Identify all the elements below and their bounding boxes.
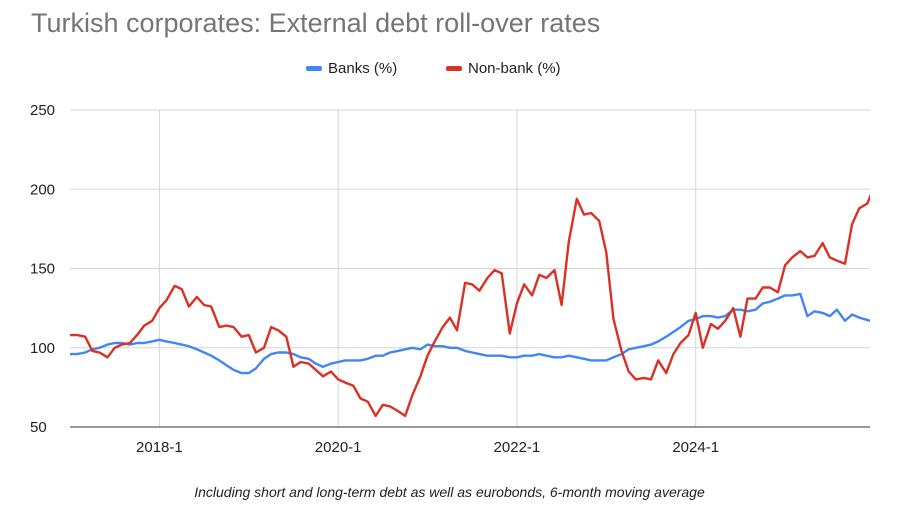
y-tick-label: 250 — [30, 102, 55, 119]
x-tick-label: 2018-1 — [136, 439, 183, 456]
y-tick-label: 200 — [30, 181, 55, 198]
series-lines — [70, 186, 882, 418]
chart-title: Turkish corporates: External debt roll-o… — [31, 8, 601, 38]
series-line-non-bank[interactable] — [70, 186, 882, 418]
legend-item-banks[interactable]: Banks (%) — [306, 60, 397, 77]
legend-label-non-bank: Non-bank (%) — [468, 60, 561, 77]
x-tick-label: 2020-1 — [315, 439, 362, 456]
legend: Banks (%) Non-bank (%) — [0, 60, 899, 82]
legend-swatch-banks — [306, 66, 322, 71]
legend-label-banks: Banks (%) — [328, 60, 398, 77]
legend-item-non-bank[interactable]: Non-bank (%) — [446, 60, 561, 77]
axes: 50 100 150 200 250 2018-1 2020-1 2022-1 2024-1 — [30, 102, 870, 456]
legend-swatch-non-bank — [446, 66, 462, 71]
y-tick-label: 50 — [30, 419, 47, 436]
x-tick-label: 2024-1 — [672, 439, 719, 456]
chart-caption: Including short and long-term debt as we… — [194, 484, 705, 500]
gridlines — [70, 109, 870, 427]
y-tick-label: 150 — [30, 261, 55, 278]
y-tick-label: 100 — [30, 340, 55, 357]
line-chart: 50 100 150 200 250 2018-1 2020-1 2022-1 2024-1 — [30, 102, 882, 456]
x-tick-label: 2022-1 — [494, 439, 541, 456]
